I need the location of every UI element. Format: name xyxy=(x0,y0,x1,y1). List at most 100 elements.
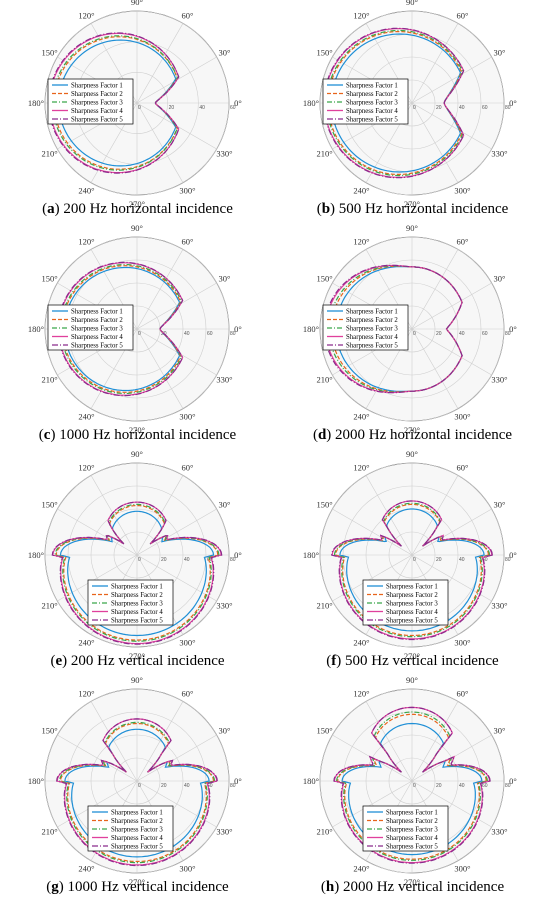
series-line-3 xyxy=(54,503,220,642)
polar-plot-e: 0 20 40 60 800° 30° 60° 90° 120° 150° 180° 210° 240°… xyxy=(28,449,242,661)
angle-label: 90° xyxy=(131,449,143,459)
angle-label: 180° xyxy=(28,98,44,108)
panel-caption: (b) 500 Hz horizontal incidence xyxy=(316,201,509,217)
angle-label: 210° xyxy=(41,827,57,837)
angle-label: 180° xyxy=(28,324,44,334)
angle-label: 270° xyxy=(404,199,420,209)
angle-label: 120° xyxy=(353,237,369,247)
legend-label: Sharpness Factor 3 xyxy=(71,325,123,332)
grid-spoke xyxy=(57,734,138,782)
angle-label: 0° xyxy=(509,776,517,786)
angle-label: 120° xyxy=(353,689,369,699)
radial-tick-label: 0 xyxy=(138,557,141,563)
radial-tick-label: 60 xyxy=(207,331,213,337)
polar-plot-g: 0 20 40 60 800° 30° 60° 90° 120° 150° 180° 210° 240°… xyxy=(28,675,242,887)
radial-tick-label: 40 xyxy=(459,105,465,111)
series-line-5 xyxy=(323,264,463,394)
radial-tick-label: 80 xyxy=(505,105,511,111)
legend-label: Sharpness Factor 3 xyxy=(71,99,123,106)
angle-label: 240° xyxy=(78,637,94,647)
legend-label: Sharpness Factor 5 xyxy=(71,116,123,123)
angle-label: 270° xyxy=(129,877,145,887)
series-line-5 xyxy=(331,500,493,641)
grid-spoke xyxy=(136,328,217,376)
legend-label: Sharpness Factor 1 xyxy=(386,809,438,816)
angle-label: 180° xyxy=(28,550,44,560)
legend-label: Sharpness Factor 3 xyxy=(386,600,438,607)
panel-caption: (f) 500 Hz vertical incidence xyxy=(326,653,499,669)
angle-label: 90° xyxy=(406,223,418,233)
grid-spoke xyxy=(90,701,138,782)
series-line-2 xyxy=(59,722,215,863)
grid-spoke xyxy=(136,554,217,602)
angle-label: 330° xyxy=(491,375,507,385)
radial-tick-label: 40 xyxy=(184,331,190,337)
angle-label: 150° xyxy=(41,500,57,510)
radial-tick-label: 20 xyxy=(436,783,442,789)
grid-spoke xyxy=(57,554,138,602)
radial-tick-label: 20 xyxy=(161,783,167,789)
series-line-2 xyxy=(55,505,219,641)
angle-label: 0° xyxy=(234,550,242,560)
radial-tick-label: 80 xyxy=(230,557,236,563)
polar-plot-d: 0 20 40 60 800° 30° 60° 90° 120° 150° 180° 210° 240°… xyxy=(303,223,517,435)
panel-caption: (c) 1000 Hz horizontal incidence xyxy=(38,427,237,443)
angle-label: 240° xyxy=(353,411,369,421)
angle-label: 60° xyxy=(457,237,469,247)
radial-tick-label: 0 xyxy=(138,105,141,111)
series-line-5 xyxy=(323,27,465,179)
angle-label: 330° xyxy=(216,601,232,611)
angle-label: 30° xyxy=(219,48,231,58)
panel-caption: (h) 2000 Hz vertical incidence xyxy=(320,879,505,895)
grid-spoke xyxy=(136,102,184,183)
angle-label: 180° xyxy=(303,324,319,334)
angle-label: 300° xyxy=(454,185,470,195)
grid-spoke xyxy=(332,780,413,828)
radial-tick-label: 40 xyxy=(459,331,465,337)
angle-label: 240° xyxy=(353,637,369,647)
angle-label: 150° xyxy=(316,726,332,736)
panel-caption: (d) 2000 Hz horizontal incidence xyxy=(312,427,513,443)
angle-label: 240° xyxy=(78,411,94,421)
angle-label: 60° xyxy=(182,689,194,699)
angle-label: 270° xyxy=(129,425,145,435)
grid-spoke xyxy=(136,249,184,330)
angle-label: 300° xyxy=(179,411,195,421)
legend-label: Sharpness Factor 4 xyxy=(386,609,438,616)
series-line-2 xyxy=(61,265,182,393)
panel-caption: (a) 200 Hz horizontal incidence xyxy=(42,201,233,217)
angle-label: 120° xyxy=(78,463,94,473)
angle-label: 210° xyxy=(316,149,332,159)
angle-label: 30° xyxy=(494,500,506,510)
radial-tick-label: 0 xyxy=(138,331,141,337)
angle-label: 270° xyxy=(404,651,420,661)
legend-label: Sharpness Factor 1 xyxy=(111,583,163,590)
angle-label: 270° xyxy=(404,425,420,435)
series-line-5 xyxy=(51,501,223,645)
panel-caption: (e) 200 Hz vertical incidence xyxy=(50,653,225,669)
panel-letter: g xyxy=(51,879,59,895)
series-line-5 xyxy=(333,706,491,864)
angle-label: 120° xyxy=(78,11,94,21)
polar-plot-h: 0 20 40 60 800° 30° 60° 90° 120° 150° 180° 210° 240°… xyxy=(303,675,517,887)
legend-label: Sharpness Factor 3 xyxy=(111,600,163,607)
panel-letter: e xyxy=(55,653,63,669)
chart-panel-g: 0 20 40 60 80 0° 30° 60° 90° 120° 150° 180° 210° 240°… xyxy=(0,675,275,904)
polar-plot-a: 0 20 40 600° 30° 60° 90° 120° 150° 180° 210° 240° 27… xyxy=(28,0,242,209)
legend-label: Sharpness Factor 5 xyxy=(346,342,398,349)
radial-tick-label: 40 xyxy=(199,105,205,111)
angle-label: 150° xyxy=(41,48,57,58)
angle-label: 210° xyxy=(41,601,57,611)
panel-letter: b xyxy=(321,201,331,217)
radial-tick-label: 60 xyxy=(482,105,488,111)
grid-spoke xyxy=(136,780,217,828)
grid-spoke xyxy=(136,328,184,409)
chart-panel-e: 0 20 40 60 80 0° 30° 60° 90° 120° 150° 180° 210° 240°… xyxy=(0,449,275,678)
legend-label: Sharpness Factor 2 xyxy=(346,91,398,98)
legend-label: Sharpness Factor 5 xyxy=(386,843,438,850)
radial-tick-label: 60 xyxy=(482,557,488,563)
legend-label: Sharpness Factor 4 xyxy=(71,334,123,341)
series-line-5 xyxy=(56,718,218,867)
angle-label: 180° xyxy=(303,550,319,560)
angle-label: 30° xyxy=(219,726,231,736)
